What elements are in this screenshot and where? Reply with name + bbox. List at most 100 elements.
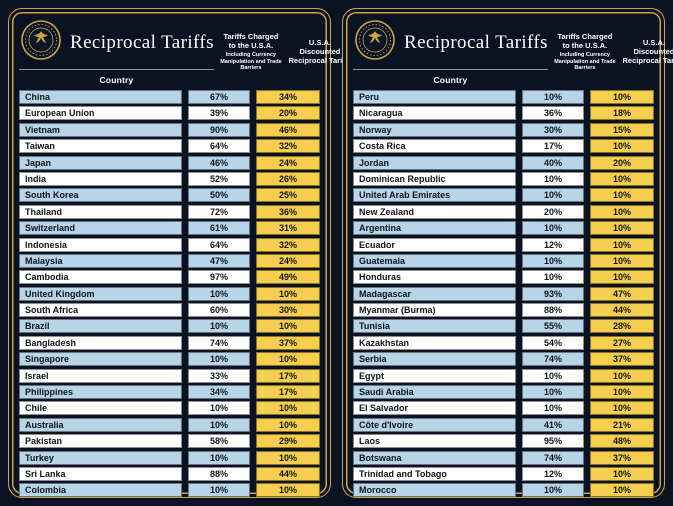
tariff-row: Pakistan 58% 29% (19, 434, 320, 449)
reciprocal-tariff-cell: 10% (590, 385, 654, 400)
country-cell: Saudi Arabia (353, 385, 516, 400)
country-cell: South Korea (19, 188, 182, 203)
reciprocal-tariff-cell: 10% (590, 90, 654, 104)
presidential-seal-icon (21, 20, 61, 65)
charged-tariff-cell: 10% (522, 401, 584, 416)
tariff-row: Tunisia 55% 28% (353, 319, 654, 334)
country-cell: Pakistan (19, 434, 182, 449)
country-cell: Malaysia (19, 253, 182, 268)
charged-tariff-cell: 30% (522, 122, 584, 137)
charged-tariff-cell: 52% (188, 171, 250, 186)
reciprocal-tariff-cell: 48% (590, 434, 654, 449)
reciprocal-tariff-cell: 10% (256, 352, 320, 367)
tariff-row: Chile 10% 10% (19, 401, 320, 416)
reciprocal-tariff-cell: 18% (590, 106, 654, 121)
reciprocal-tariff-cell: 46% (256, 122, 320, 137)
charged-tariff-cell: 74% (522, 352, 584, 367)
charged-tariff-cell: 50% (188, 188, 250, 203)
reciprocal-tariff-cell: 24% (256, 155, 320, 170)
reciprocal-tariff-cell: 20% (590, 155, 654, 170)
country-cell: Singapore (19, 352, 182, 367)
country-cell: India (19, 171, 182, 186)
charged-tariff-cell: 88% (188, 466, 250, 481)
reciprocal-tariff-cell: 10% (590, 171, 654, 186)
reciprocal-tariff-cell: 10% (590, 368, 654, 383)
country-cell: Taiwan (19, 139, 182, 154)
tariff-row: Côte d'Ivoire 41% 21% (353, 417, 654, 432)
tariff-row: Bangladesh 74% 37% (19, 335, 320, 350)
charged-tariff-cell: 10% (522, 253, 584, 268)
charged-tariff-cell: 54% (522, 335, 584, 350)
country-cell: Honduras (353, 270, 516, 285)
country-cell: Botswana (353, 450, 516, 465)
charged-tariff-cell: 58% (188, 434, 250, 449)
tariff-rows-right: Peru 10% 10% Nicaragua 36% 18% Norway 30% 15% Cos… (353, 90, 654, 498)
tariff-row: Dominican Republic 10% 10% (353, 171, 654, 186)
tariff-row: Argentina 10% 10% (353, 221, 654, 236)
charged-tariff-cell: 60% (188, 303, 250, 318)
country-cell: European Union (19, 106, 182, 121)
country-cell: Trinidad and Tobago (353, 466, 516, 481)
charged-tariff-cell: 74% (522, 450, 584, 465)
reciprocal-tariff-cell: 10% (590, 204, 654, 219)
country-cell: Egypt (353, 368, 516, 383)
country-cell: Switzerland (19, 221, 182, 236)
charged-tariff-cell: 61% (188, 221, 250, 236)
tariff-row: United Kingdom 10% 10% (19, 286, 320, 301)
tariff-row: Jordan 40% 20% (353, 155, 654, 170)
tariff-row: Nicaragua 36% 18% (353, 106, 654, 121)
tariff-row: Vietnam 90% 46% (19, 122, 320, 137)
tariff-row: India 52% 26% (19, 171, 320, 186)
charged-tariff-cell: 33% (188, 368, 250, 383)
reciprocal-tariff-cell: 10% (256, 483, 320, 498)
country-cell: Serbia (353, 352, 516, 367)
tariff-row: Honduras 10% 10% (353, 270, 654, 285)
country-cell: Ecuador (353, 237, 516, 252)
tariff-row: Serbia 74% 37% (353, 352, 654, 367)
charged-tariff-cell: 67% (188, 90, 250, 104)
reciprocal-tariff-cell: 10% (256, 319, 320, 334)
tariff-row: Peru 10% 10% (353, 90, 654, 104)
reciprocal-tariff-cell: 10% (590, 401, 654, 416)
tariff-row: New Zealand 20% 10% (353, 204, 654, 219)
charged-tariff-cell: 46% (188, 155, 250, 170)
charged-tariff-cell: 95% (522, 434, 584, 449)
tariff-row: Japan 46% 24% (19, 155, 320, 170)
tariff-row: Myanmar (Burma) 88% 44% (353, 303, 654, 318)
reciprocal-tariff-cell: 32% (256, 139, 320, 154)
tariff-row: Egypt 10% 10% (353, 368, 654, 383)
country-cell: Indonesia (19, 237, 182, 252)
reciprocal-tariff-cell: 34% (256, 90, 320, 104)
charged-tariff-cell: 10% (188, 352, 250, 367)
reciprocal-tariff-cell: 37% (256, 335, 320, 350)
reciprocal-tariff-cell: 10% (256, 401, 320, 416)
charged-tariff-cell: 41% (522, 417, 584, 432)
country-cell: Philippines (19, 385, 182, 400)
country-cell: Vietnam (19, 122, 182, 137)
country-cell: Kazakhstan (353, 335, 516, 350)
tariff-row: Morocco 10% 10% (353, 483, 654, 498)
reciprocal-tariff-cell: 10% (590, 270, 654, 285)
country-cell: Chile (19, 401, 182, 416)
country-cell: United Arab Emirates (353, 188, 516, 203)
reciprocal-tariff-cell: 37% (590, 450, 654, 465)
charged-tariff-cell: 12% (522, 237, 584, 252)
charged-tariff-cell: 64% (188, 237, 250, 252)
tariff-row: Thailand 72% 36% (19, 204, 320, 219)
country-cell: Norway (353, 122, 516, 137)
country-cell: Myanmar (Burma) (353, 303, 516, 318)
charged-column-header: Tariffs Charged to the U.S.A. Including … (220, 32, 282, 72)
country-cell: Brazil (19, 319, 182, 334)
tariff-row: Brazil 10% 10% (19, 319, 320, 334)
reciprocal-tariff-cell: 49% (256, 270, 320, 285)
charged-tariff-cell: 74% (188, 335, 250, 350)
charged-tariff-cell: 55% (522, 319, 584, 334)
country-cell: Madagascar (353, 286, 516, 301)
tariff-row: Ecuador 12% 10% (353, 237, 654, 252)
reciprocal-tariff-cell: 15% (590, 122, 654, 137)
tariff-row: Taiwan 64% 32% (19, 139, 320, 154)
panel-title: Reciprocal Tariffs (404, 31, 548, 53)
country-cell: Cambodia (19, 270, 182, 285)
country-cell: Colombia (19, 483, 182, 498)
charged-tariff-cell: 10% (188, 417, 250, 432)
